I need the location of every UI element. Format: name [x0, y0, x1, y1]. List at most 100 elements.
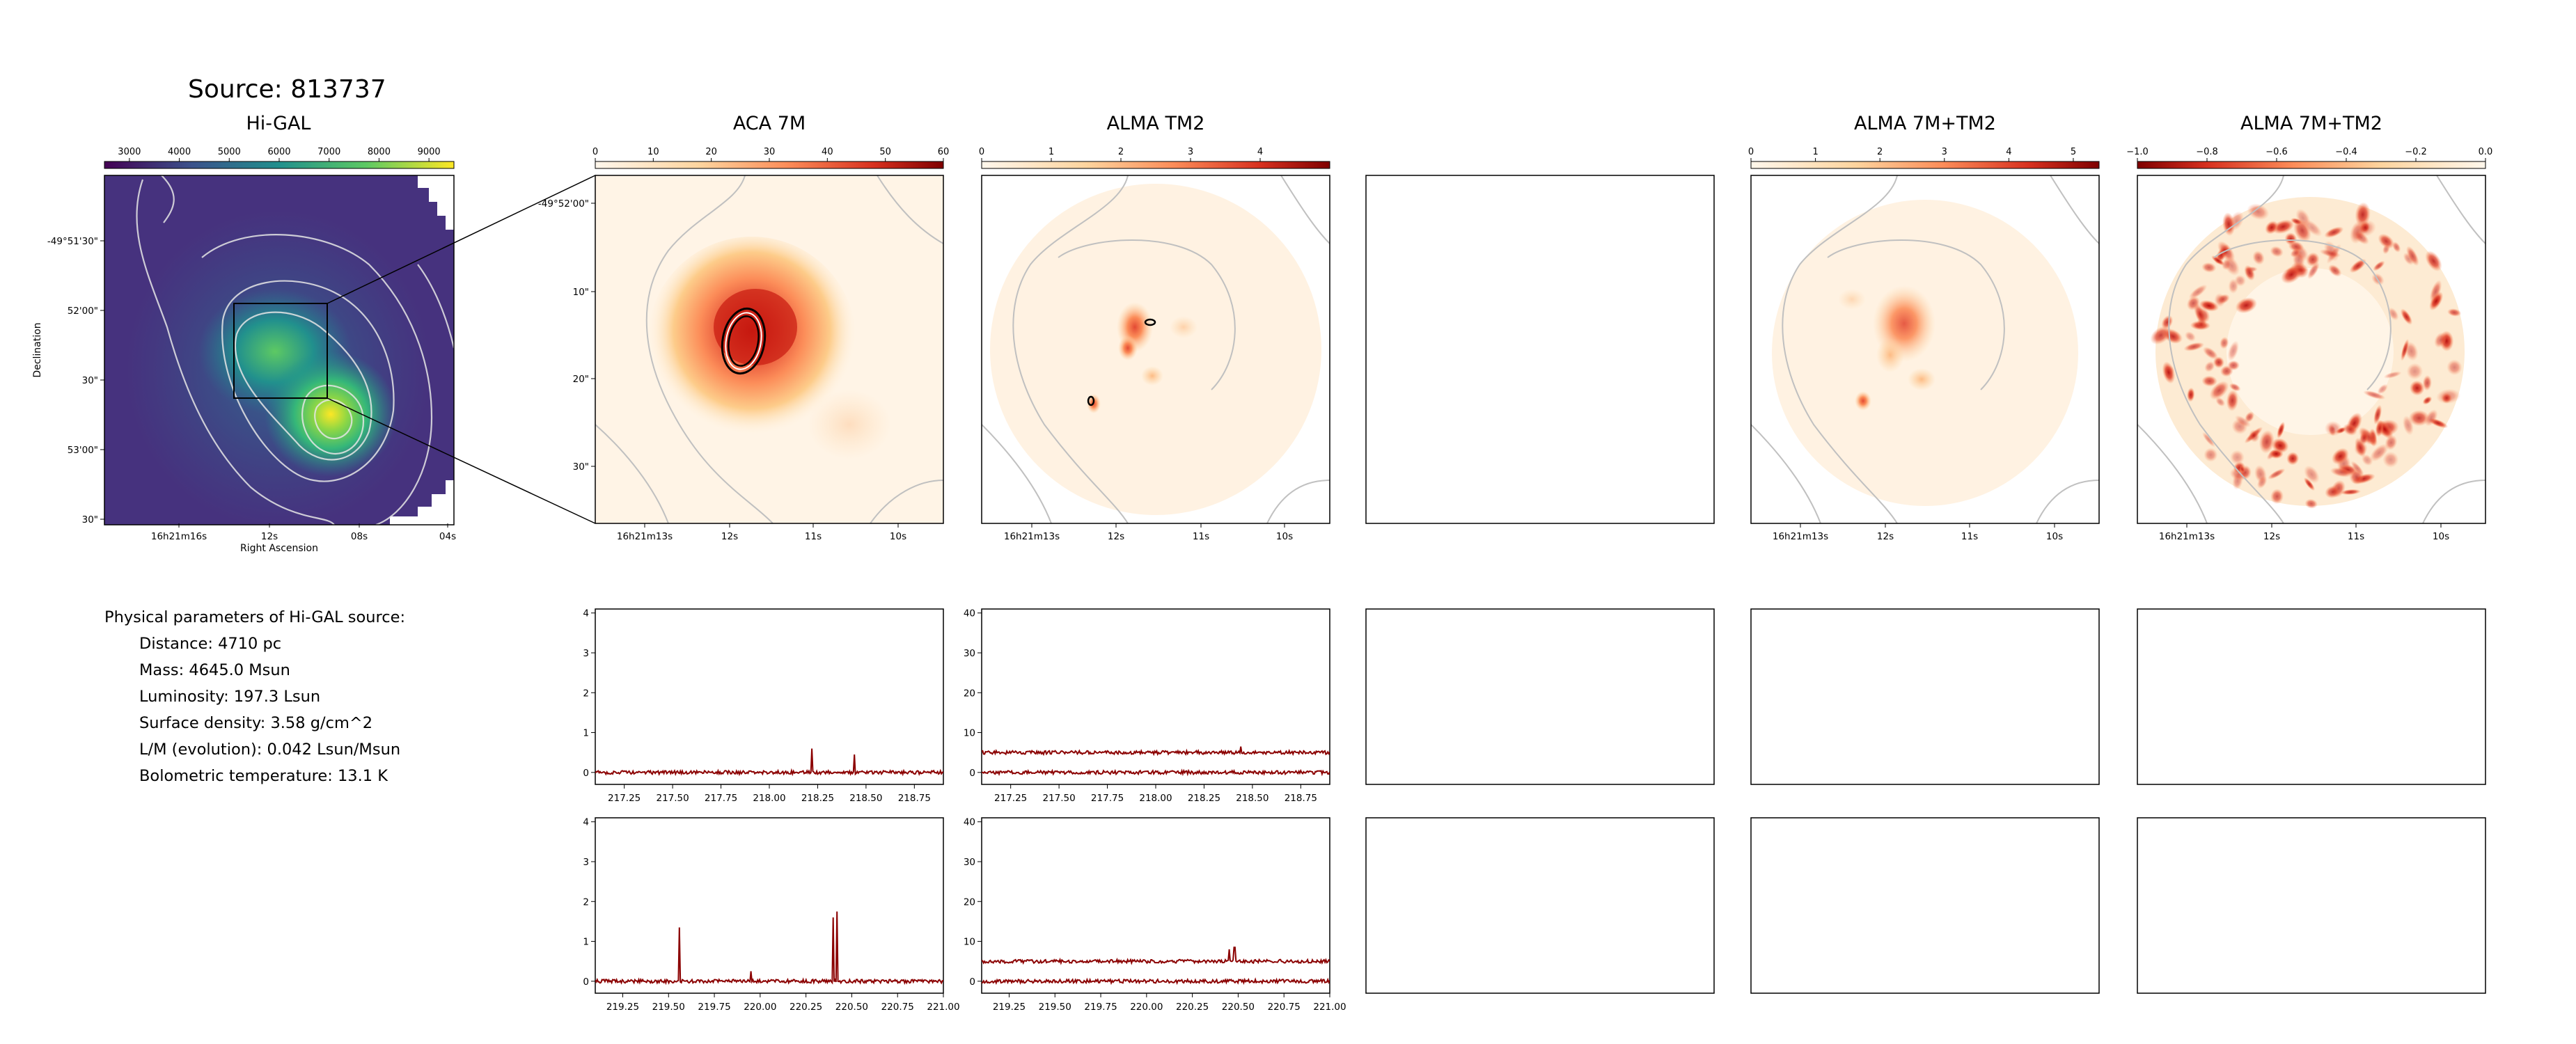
x-tick-label: 219.25: [993, 1002, 1026, 1013]
x-tick-label: 218.75: [898, 793, 931, 804]
residual-noise-blob: [2184, 331, 2197, 342]
colorbar-tick-label: 1: [1812, 147, 1818, 157]
colorbar-tick-label: 5: [2071, 147, 2076, 157]
x-tick-label: 10s: [2433, 531, 2449, 542]
empty-spectrum-panel: [2137, 608, 2486, 785]
y-tick-label: 0: [969, 976, 975, 988]
y-tick-label: 1: [583, 728, 589, 739]
residual-noise-blob: [2447, 308, 2462, 317]
residual-noise-blob: [2405, 246, 2419, 267]
residual-noise-blob: [2331, 448, 2349, 465]
colorbar-tick-label: 9000: [418, 147, 441, 157]
x-tick-label: 217.50: [1042, 793, 1075, 804]
residual-noise-blob: [2259, 429, 2275, 454]
residual-noise-blob: [2270, 489, 2284, 505]
colorbar-tick-label: 60: [938, 147, 950, 157]
colorbar-tick-label: 30: [764, 147, 776, 157]
residual-noise-blob: [2161, 315, 2174, 330]
residual-noise-blob: [2354, 437, 2366, 458]
residual-noise-blob: [2377, 383, 2388, 395]
residual-noise-blob: [2281, 265, 2302, 284]
x-tick-label: 217.75: [705, 793, 737, 804]
residual-noise-blob: [2265, 221, 2279, 235]
empty-map-panel: [1365, 175, 1715, 524]
y-tick-label: -49°52'00": [538, 198, 589, 209]
residual-noise-blob: [2353, 230, 2369, 245]
residual-noise-blob: [2252, 250, 2265, 265]
higal-panel-title: Hi-GAL: [246, 113, 311, 134]
residual-noise-blob: [2422, 396, 2433, 405]
residual-noise-blob: [2220, 336, 2229, 349]
colorbar-tick-label: 50: [879, 147, 891, 157]
colorbar-tick-label: −0.4: [2335, 147, 2357, 157]
residual-noise-blob: [2385, 434, 2398, 450]
higal-map: [104, 175, 455, 525]
x-tick-label: 219.50: [652, 1002, 685, 1013]
y-tick-label: 3: [583, 857, 589, 868]
residual-blobs: [2150, 202, 2463, 509]
residual-noise-blob: [2330, 467, 2353, 477]
colorbar-tick-label: 4000: [168, 147, 191, 157]
residual-noise-blob: [2375, 420, 2384, 437]
x-tick-label: 12s: [1108, 531, 1124, 542]
physical-parameters: Physical parameters of Hi-GAL source: Di…: [104, 604, 405, 789]
tm2-map: [981, 175, 1330, 524]
spectrum-panel-spec-aca-upper: [595, 608, 944, 785]
residual-noise-blob: [2204, 361, 2215, 372]
x-tick-label: 12s: [1877, 531, 1894, 542]
residual-noise-blob: [2434, 332, 2447, 348]
x-tick-label: 217.50: [656, 793, 689, 804]
aca7m-panel-title: ACA 7M: [732, 113, 806, 134]
y-tick-label: 30": [573, 461, 589, 473]
colorbar-tick-label: 10: [647, 147, 659, 157]
residual-noise-blob: [2183, 342, 2205, 351]
combined-panel-title: ALMA 7M+TM2: [1854, 113, 1996, 134]
colorbar-tick-label: −1.0: [2126, 147, 2149, 157]
residual-noise-blob: [2369, 443, 2389, 462]
residual-noise-blob: [2424, 409, 2438, 427]
residual-noise-blob: [2349, 258, 2366, 274]
colorbar-tick-label: 0: [979, 147, 984, 157]
residual-noise-blob: [2304, 498, 2318, 509]
residual-noise-blob: [2277, 421, 2285, 439]
higal-ylabel: Declination: [32, 322, 43, 377]
residual-noise-blob: [2402, 415, 2414, 436]
residual-noise-blob: [2239, 465, 2246, 473]
spectrum-line: [982, 746, 1330, 757]
residual-noise-blob: [2349, 468, 2364, 485]
residual-noise-blob: [2201, 432, 2215, 448]
residual-noise-blob: [2422, 374, 2432, 391]
residual-noise-blob: [2378, 233, 2395, 249]
residual-noise-blob: [2204, 448, 2218, 462]
spectrum-panel-spec-aca-lower: [595, 817, 944, 994]
residual-noise-blob: [2222, 212, 2236, 237]
residual-noise-blob: [2340, 489, 2362, 496]
x-tick-label: 16h21m13s: [1004, 531, 1060, 542]
y-tick-label: 10: [964, 728, 975, 739]
x-tick-label: 11s: [1193, 531, 1209, 542]
colorbar-tick-label: 3: [1942, 147, 1947, 157]
x-tick-label: 218.50: [1236, 793, 1269, 804]
residual-noise-blob: [2227, 340, 2239, 361]
residual-noise-blob: [2373, 404, 2382, 425]
aca7m-contours: [595, 175, 943, 523]
residual-noise-blob: [2302, 219, 2323, 237]
x-tick-label: 16h21m13s: [1773, 531, 1828, 542]
y-tick-label: 20": [573, 374, 589, 385]
y-tick-label: 10": [573, 287, 589, 298]
y-tick-label: 30: [964, 648, 975, 659]
aca7m-colorbar: [595, 161, 944, 169]
y-tick-label: 0: [583, 768, 589, 779]
x-tick-label: 220.75: [1268, 1002, 1301, 1013]
x-tick-label: 218.50: [849, 793, 882, 804]
residual-noise-blob: [2234, 415, 2251, 428]
x-tick-label: 219.75: [1084, 1002, 1117, 1013]
x-tick-label: 10s: [890, 531, 906, 542]
residual-noise-blob: [2392, 241, 2401, 253]
residual-noise-blob: [2229, 450, 2245, 465]
residual-noise-blob: [2382, 451, 2399, 468]
tm2-beam-2: [1087, 395, 1095, 406]
empty-spectrum-panel: [1365, 608, 1715, 785]
y-tick-label: 30: [964, 857, 975, 868]
